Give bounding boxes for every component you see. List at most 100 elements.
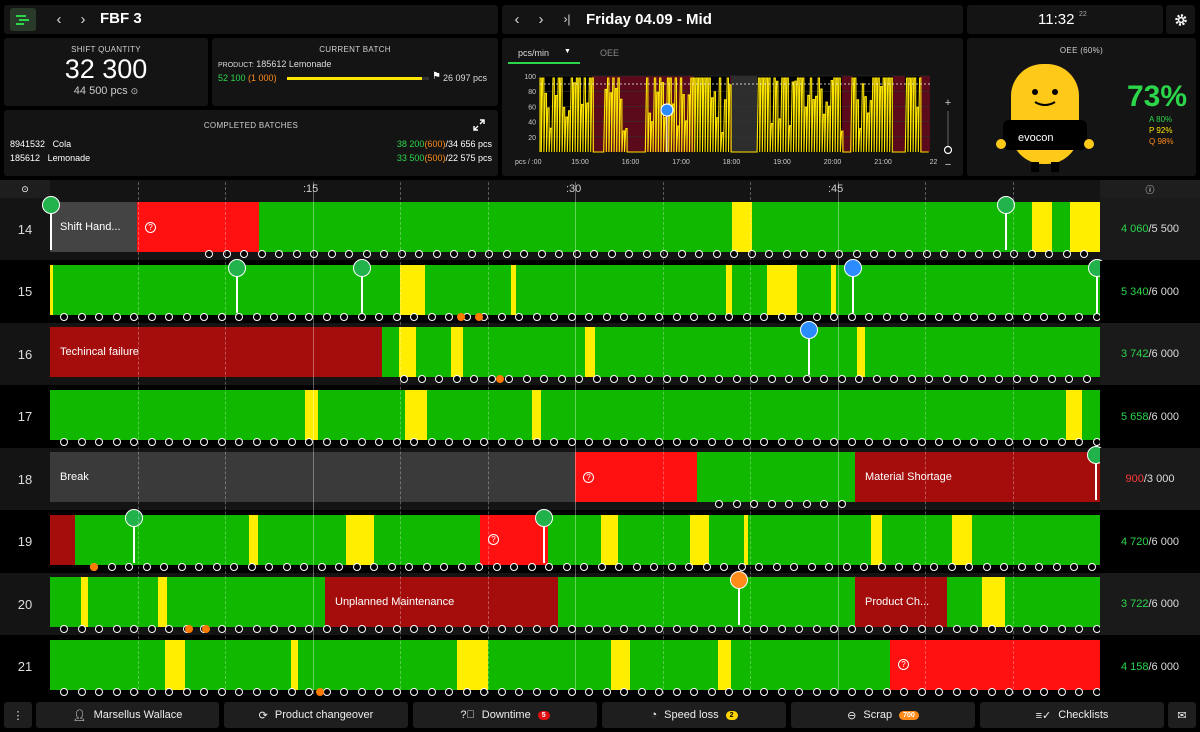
event-dot[interactable]: [802, 500, 811, 508]
event-dot[interactable]: [837, 500, 846, 508]
event-dot[interactable]: [882, 312, 891, 321]
event-dot[interactable]: [555, 250, 563, 258]
event-dot[interactable]: [550, 312, 558, 321]
event-dot[interactable]: [715, 375, 723, 383]
event-dot[interactable]: [812, 312, 821, 321]
event-dot[interactable]: [60, 437, 68, 446]
speed-loss-segment[interactable]: [249, 514, 258, 565]
event-dot[interactable]: [130, 437, 138, 446]
more-button[interactable]: ⋮: [4, 702, 32, 728]
event-dot[interactable]: [830, 312, 838, 321]
event-dot[interactable]: [287, 625, 296, 633]
event-dot[interactable]: [397, 250, 406, 258]
event-dot[interactable]: [772, 562, 781, 571]
event-dot[interactable]: [440, 562, 448, 571]
event-dot[interactable]: [837, 375, 846, 383]
zoom-slider-handle[interactable]: [943, 145, 953, 155]
event-dot[interactable]: [1005, 687, 1013, 696]
event-dot[interactable]: [890, 375, 898, 383]
event-dot[interactable]: [205, 250, 213, 258]
event-dot[interactable]: [492, 562, 501, 571]
event-dot[interactable]: [655, 625, 663, 633]
scrap-dot[interactable]: [475, 312, 483, 321]
event-dot[interactable]: [540, 375, 548, 383]
checklist-marker[interactable]: [353, 258, 371, 313]
event-dot[interactable]: [690, 625, 698, 633]
event-dot[interactable]: [1082, 375, 1091, 383]
event-dot[interactable]: [882, 687, 891, 696]
event-dot[interactable]: [1005, 625, 1013, 633]
event-dot[interactable]: [650, 562, 658, 571]
event-dot[interactable]: [842, 562, 851, 571]
event-dot[interactable]: [707, 625, 716, 633]
event-dot[interactable]: [995, 375, 1003, 383]
event-dot[interactable]: [322, 437, 331, 446]
event-dot[interactable]: [637, 312, 646, 321]
event-dot[interactable]: [77, 437, 86, 446]
event-dot[interactable]: [1045, 250, 1053, 258]
event-dot[interactable]: [217, 625, 226, 633]
event-dot[interactable]: [585, 625, 593, 633]
event-dot[interactable]: [257, 250, 266, 258]
event-dot[interactable]: [765, 250, 773, 258]
event-dot[interactable]: [557, 375, 566, 383]
prev-line-button[interactable]: ‹: [56, 10, 62, 28]
event-dot[interactable]: [737, 562, 746, 571]
event-dot[interactable]: [1010, 250, 1018, 258]
event-dot[interactable]: [467, 250, 476, 258]
event-dot[interactable]: [690, 687, 698, 696]
event-dot[interactable]: [730, 250, 738, 258]
event-dot[interactable]: [410, 312, 418, 321]
event-dot[interactable]: [642, 250, 651, 258]
event-dot[interactable]: [147, 625, 156, 633]
event-dot[interactable]: [800, 250, 808, 258]
event-dot[interactable]: [970, 312, 978, 321]
event-dot[interactable]: [760, 437, 768, 446]
event-dot[interactable]: [142, 562, 151, 571]
event-dot[interactable]: [410, 687, 418, 696]
event-dot[interactable]: [1075, 312, 1083, 321]
event-dot[interactable]: [585, 687, 593, 696]
event-dot[interactable]: [322, 312, 331, 321]
event-dot[interactable]: [655, 437, 663, 446]
timeline-row[interactable]: 14? Shift Hand... 4 060/5 500: [0, 196, 1200, 260]
event-dot[interactable]: [750, 500, 758, 508]
event-dot[interactable]: [900, 312, 908, 321]
event-dot[interactable]: [200, 687, 208, 696]
event-dot[interactable]: [712, 250, 721, 258]
timeline-row[interactable]: 21? 4 158/6 000: [0, 635, 1200, 698]
event-dot[interactable]: [572, 250, 581, 258]
timeline-row[interactable]: 18? Break Material Shortage 900/3 000: [0, 446, 1200, 510]
speed-loss-segment[interactable]: [585, 327, 595, 377]
downtime-segment[interactable]: ?: [137, 202, 259, 252]
event-dot[interactable]: [165, 687, 173, 696]
event-dot[interactable]: [317, 562, 326, 571]
event-dot[interactable]: [327, 250, 336, 258]
event-dot[interactable]: [865, 687, 873, 696]
event-dot[interactable]: [777, 312, 786, 321]
event-dot[interactable]: [620, 312, 628, 321]
production-bar[interactable]: ? Shift Hand...: [50, 202, 1100, 252]
event-dot[interactable]: [1052, 562, 1061, 571]
event-dot[interactable]: [785, 500, 793, 508]
event-dot[interactable]: [515, 625, 523, 633]
event-dot[interactable]: [445, 312, 453, 321]
speed-loss-segment[interactable]: [81, 577, 88, 627]
event-dot[interactable]: [362, 250, 371, 258]
event-dot[interactable]: [760, 312, 768, 321]
event-dot[interactable]: [252, 437, 261, 446]
event-dot[interactable]: [662, 375, 671, 383]
event-dot[interactable]: [410, 625, 418, 633]
event-dot[interactable]: [820, 375, 828, 383]
event-dot[interactable]: [807, 562, 816, 571]
event-dot[interactable]: [462, 437, 471, 446]
event-dot[interactable]: [480, 437, 488, 446]
event-dot[interactable]: [917, 437, 926, 446]
event-dot[interactable]: [725, 312, 733, 321]
event-dot[interactable]: [375, 625, 383, 633]
event-dot[interactable]: [707, 437, 716, 446]
event-dot[interactable]: [580, 562, 588, 571]
timeline-row[interactable]: 17 5 658/6 000: [0, 385, 1200, 448]
event-dot[interactable]: [870, 250, 878, 258]
event-dot[interactable]: [1040, 687, 1048, 696]
